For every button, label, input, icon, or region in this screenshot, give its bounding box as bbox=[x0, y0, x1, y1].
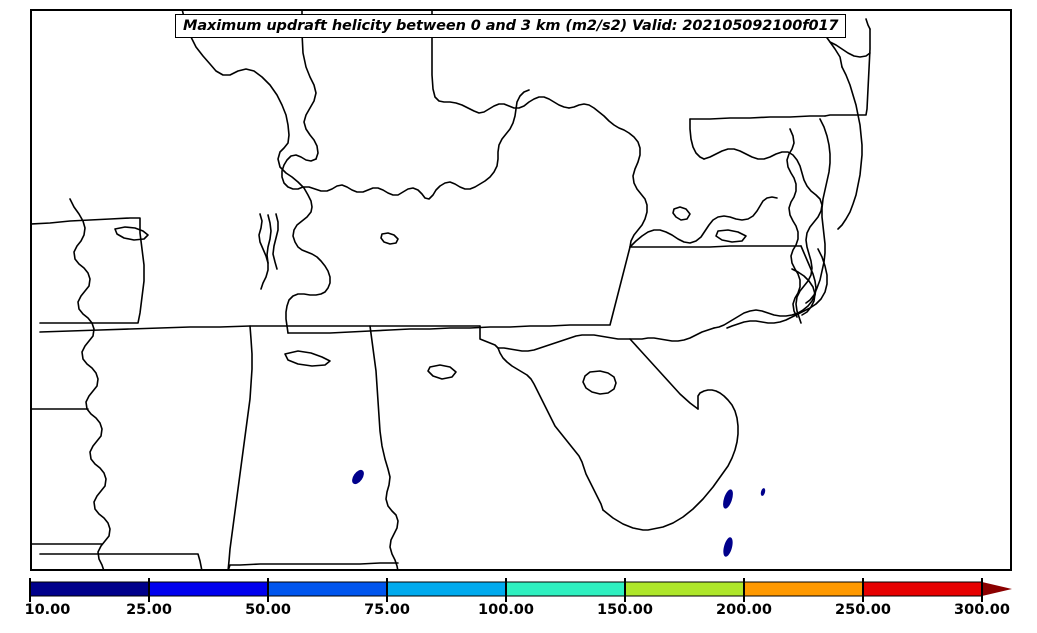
colorbar-segment-3 bbox=[387, 582, 507, 596]
colorbar[interactable]: 10.00 25.00 50.00 75.00 100.00 150.00 200.00 25… bbox=[0, 578, 1037, 633]
border-indiana-ohio bbox=[431, 11, 570, 114]
feature-mississippi-river bbox=[69, 198, 111, 569]
border-alabama-georgia bbox=[369, 325, 399, 569]
colorbar-tick-label-8: 300.00 bbox=[954, 602, 1010, 618]
colorbar-tick-label-4: 100.00 bbox=[478, 602, 534, 618]
map-panel[interactable] bbox=[30, 9, 1012, 571]
colorbar-tick-label-7: 250.00 bbox=[835, 602, 891, 618]
colorbar-segment-6 bbox=[744, 582, 864, 596]
feature-lake-kerr bbox=[715, 229, 747, 243]
feature-delaware-bay-inner bbox=[829, 41, 871, 58]
colorbar-segment-0 bbox=[30, 582, 150, 596]
updraft-helicity-data-layer bbox=[352, 469, 766, 557]
map-canvas[interactable] bbox=[30, 9, 1012, 571]
border-florida-panhandle bbox=[227, 562, 399, 569]
feature-georgia-coast bbox=[602, 389, 739, 531]
border-northcarolina-georgia-corner bbox=[629, 338, 699, 410]
feature-delmarva-peninsula bbox=[805, 118, 831, 304]
colorbar-tick-label-1: 25.00 bbox=[126, 602, 172, 618]
feature-north-carolina-coast bbox=[713, 245, 817, 329]
colorbar-segments bbox=[30, 582, 983, 596]
feature-tennessee-river-branch bbox=[266, 214, 272, 264]
colorbar-tick-label-3: 75.00 bbox=[364, 602, 410, 618]
feature-lake-mississippi-north bbox=[284, 350, 331, 367]
updraft-helicity-blob-atlantic-south bbox=[723, 537, 733, 557]
border-illinois-indiana bbox=[301, 11, 319, 160]
colorbar-over-arrow bbox=[982, 582, 1012, 596]
colorbar-ticks bbox=[29, 578, 983, 602]
border-northcarolina-southcarolina bbox=[497, 327, 715, 352]
border-delaware-maryland bbox=[824, 28, 871, 117]
feature-lake-marion bbox=[582, 370, 617, 395]
colorbar-segment-7 bbox=[863, 582, 983, 596]
feature-lake-south-carolina bbox=[427, 364, 457, 380]
feature-gulf-coast bbox=[39, 553, 203, 569]
border-maryland-west bbox=[689, 118, 705, 160]
colorbar-segment-1 bbox=[149, 582, 269, 596]
map-geography-layer bbox=[32, 11, 871, 569]
border-tennessee-georgia-step bbox=[479, 325, 499, 349]
colorbar-canvas[interactable] bbox=[0, 578, 1037, 608]
feature-kentucky-lake bbox=[272, 213, 279, 270]
colorbar-segment-2 bbox=[268, 582, 388, 596]
colorbar-tick-label-6: 200.00 bbox=[716, 602, 772, 618]
border-ohio-river-north bbox=[281, 89, 530, 200]
border-virginia-northcarolina bbox=[629, 245, 802, 248]
feature-outer-banks bbox=[726, 248, 828, 329]
feature-tennessee-river bbox=[258, 213, 269, 290]
colorbar-tick-label-2: 50.00 bbox=[245, 602, 291, 618]
updraft-helicity-blob-atlantic-small bbox=[760, 488, 766, 496]
colorbar-segment-5 bbox=[625, 582, 745, 596]
border-kentucky-east bbox=[568, 103, 648, 248]
colorbar-tick-label-0: 10.00 bbox=[24, 602, 71, 618]
feature-lake-virginia bbox=[672, 206, 691, 221]
border-arkansas-missouri bbox=[32, 217, 145, 324]
colorbar-tick-label-5: 150.00 bbox=[597, 602, 653, 618]
feature-pamlico-sound bbox=[791, 268, 816, 316]
border-tennessee-south bbox=[39, 325, 481, 333]
plot-title-box: Maximum updraft helicity between 0 and 3… bbox=[175, 14, 847, 38]
border-kentucky-tennessee bbox=[287, 246, 631, 334]
feature-lake-alabama bbox=[114, 226, 149, 241]
updraft-helicity-blob-atlantic-north bbox=[723, 489, 733, 509]
feature-chesapeake-bay-west bbox=[786, 128, 801, 318]
feature-delaware-bay bbox=[865, 18, 871, 30]
feature-delmarva-east-coast bbox=[837, 66, 863, 230]
border-southcarolina-georgia bbox=[497, 347, 604, 511]
border-virginia-westvirginia bbox=[629, 196, 778, 248]
feature-lake-kentucky-small bbox=[380, 232, 399, 245]
colorbar-segment-4 bbox=[506, 582, 626, 596]
updraft-helicity-blob-alabama bbox=[352, 469, 364, 485]
border-mississippi-alabama bbox=[227, 325, 253, 569]
feature-potomac-chesapeake bbox=[703, 148, 823, 324]
colorbar-tick-labels: 10.00 25.00 50.00 75.00 100.00 150.00 200.00 25… bbox=[0, 602, 1037, 628]
border-missouri-illinois bbox=[181, 11, 331, 334]
plot-title-text: Maximum updraft helicity between 0 and 3… bbox=[183, 18, 839, 34]
border-maryland-pennsylvania bbox=[689, 115, 826, 120]
